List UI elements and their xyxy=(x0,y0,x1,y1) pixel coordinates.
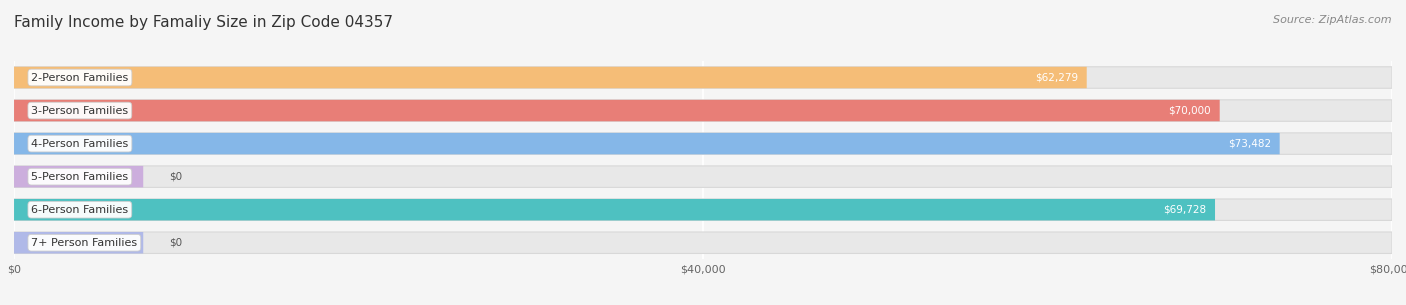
FancyBboxPatch shape xyxy=(14,100,1392,121)
FancyBboxPatch shape xyxy=(14,133,1392,154)
FancyBboxPatch shape xyxy=(14,166,143,187)
Text: 3-Person Families: 3-Person Families xyxy=(31,106,128,116)
FancyBboxPatch shape xyxy=(14,232,1392,253)
FancyBboxPatch shape xyxy=(14,133,1279,154)
Text: $0: $0 xyxy=(169,172,183,182)
Text: 2-Person Families: 2-Person Families xyxy=(31,73,128,83)
Text: 5-Person Families: 5-Person Families xyxy=(31,172,128,182)
Text: Source: ZipAtlas.com: Source: ZipAtlas.com xyxy=(1274,15,1392,25)
FancyBboxPatch shape xyxy=(14,232,143,253)
Text: 6-Person Families: 6-Person Families xyxy=(31,205,128,215)
FancyBboxPatch shape xyxy=(14,166,1392,187)
Text: $73,482: $73,482 xyxy=(1227,138,1271,149)
FancyBboxPatch shape xyxy=(14,67,1392,88)
Text: $69,728: $69,728 xyxy=(1163,205,1206,215)
Text: $70,000: $70,000 xyxy=(1168,106,1211,116)
Text: $62,279: $62,279 xyxy=(1035,73,1078,83)
FancyBboxPatch shape xyxy=(14,100,1220,121)
FancyBboxPatch shape xyxy=(14,199,1215,221)
Text: 7+ Person Families: 7+ Person Families xyxy=(31,238,138,248)
FancyBboxPatch shape xyxy=(14,199,1392,221)
FancyBboxPatch shape xyxy=(14,67,1087,88)
Text: 4-Person Families: 4-Person Families xyxy=(31,138,128,149)
Text: Family Income by Famaliy Size in Zip Code 04357: Family Income by Famaliy Size in Zip Cod… xyxy=(14,15,394,30)
Text: $0: $0 xyxy=(169,238,183,248)
